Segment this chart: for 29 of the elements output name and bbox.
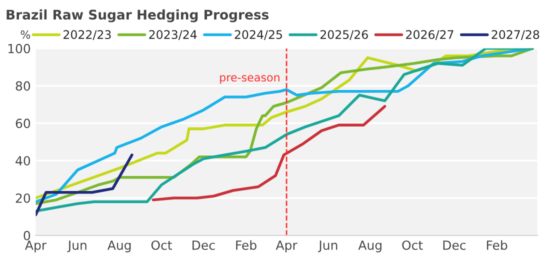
legend-label: 2022/23 [64,30,111,40]
x-tick-label: Apr [25,240,47,252]
y-tick-label: 20 [16,193,30,203]
y-tick-label: 0 [24,230,30,240]
line-series [152,104,386,202]
x-tick-label: Dec [443,240,466,250]
y-tick-label: 40 [16,156,30,166]
legend-label: 2023/24 [149,30,197,40]
y-tick-label: 60 [16,118,30,128]
x-tick-label: Oct [402,240,423,250]
x-tick-label: Jun [67,240,86,252]
x-tick-label: Aug [107,240,131,252]
legend-label: 2027/28 [492,30,540,40]
legend-label: 2024/25 [234,30,282,40]
legend-label: 2026/27 [406,30,454,40]
line-series [36,154,134,216]
x-tick-label: Aug [358,240,382,252]
x-tick-label: Jun [318,240,338,252]
legend-label: 2025/26 [320,30,368,40]
y-tick-label: 100 [8,44,30,54]
x-tick-label: Apr [276,240,298,252]
ref-line-label: pre-season [220,75,280,84]
x-tick-label: Oct [151,240,172,250]
x-tick-label: Feb [236,240,256,250]
y-tick-label: 80 [16,81,30,91]
chart-title: Brazil Raw Sugar Hedging Progress [6,9,269,22]
x-tick-label: Feb [486,240,508,250]
x-tick-label: Dec [192,240,215,250]
y-axis-title: % [20,30,30,39]
